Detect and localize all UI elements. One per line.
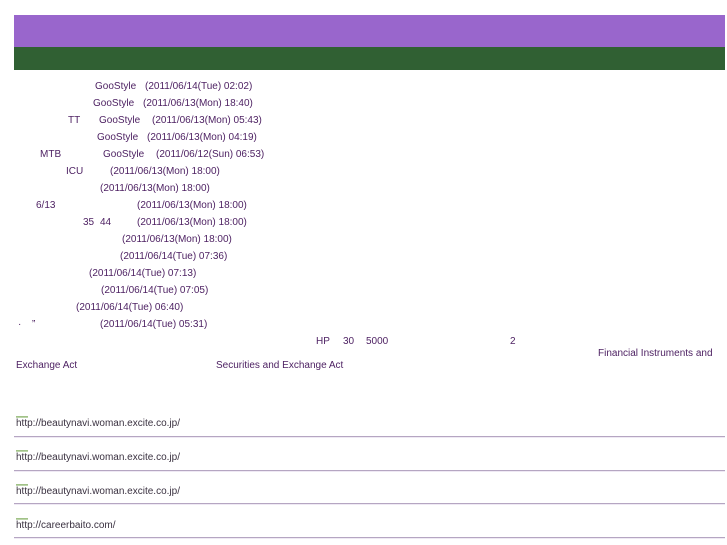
thread-list-row[interactable]: ICU (2011/06/13(Mon) 18:00) <box>0 163 727 180</box>
thread-prefix: ICU <box>66 166 84 177</box>
thread-list-row[interactable]: GooStyle (2011/06/13(Mon) 18:40) <box>0 95 727 112</box>
thread-date: (2011/06/14(Tue) 07:36) <box>120 251 228 262</box>
notice-fragment-number: 5000 <box>366 336 389 347</box>
thread-list-row[interactable]: (2011/06/14(Tue) 06:40) <box>0 299 727 316</box>
thread-date: (2011/06/13(Mon) 18:00) <box>137 217 247 228</box>
thread-source-label: GooStyle <box>95 81 137 92</box>
header-banner-green <box>14 47 725 70</box>
entry-url: http://beautynavi.woman.excite.co.jp/ <box>16 452 180 463</box>
entry-title-link[interactable]: — <box>16 409 28 423</box>
divider-rule <box>14 503 725 505</box>
thread-date: (2011/06/12(Sun) 06:53) <box>156 149 265 160</box>
thread-list-row[interactable]: 35 44 (2011/06/13(Mon) 18:00) <box>0 214 727 231</box>
thread-list-row[interactable]: (2011/06/14(Tue) 07:05) <box>0 282 727 299</box>
thread-date: (2011/06/14(Tue) 06:40) <box>76 302 184 313</box>
thread-date: (2011/06/13(Mon) 05:43) <box>152 115 262 126</box>
notice-fragment-hp: HP <box>316 336 330 347</box>
thread-date: (2011/06/13(Mon) 18:00) <box>100 183 210 194</box>
divider-rule <box>14 436 725 438</box>
thread-list-row[interactable]: (2011/06/13(Mon) 18:00) <box>0 231 727 248</box>
thread-source-label: GooStyle <box>93 98 135 109</box>
entry-url: http://careerbaito.com/ <box>16 520 116 531</box>
thread-list-row[interactable]: (2011/06/13(Mon) 18:00) <box>0 180 727 197</box>
thread-prefix: TT <box>68 115 81 126</box>
thread-date: (2011/06/14(Tue) 02:02) <box>145 81 253 92</box>
thread-source-label: GooStyle <box>97 132 139 143</box>
notice-fragment-number: 2 <box>510 336 516 347</box>
thread-prefix: 6/13 <box>36 200 56 211</box>
notice-fragment-exchange-act: Exchange Act <box>16 360 78 371</box>
thread-list-row[interactable]: MTB GooStyle (2011/06/12(Sun) 06:53) <box>0 146 727 163</box>
thread-prefix: 35 <box>83 217 95 228</box>
thread-date: (2011/06/13(Mon) 18:40) <box>143 98 253 109</box>
thread-list-row[interactable]: (2011/06/14(Tue) 07:13) <box>0 265 727 282</box>
entry-url: http://beautynavi.woman.excite.co.jp/ <box>16 418 180 429</box>
thread-prefix: · <box>18 319 22 330</box>
thread-date: (2011/06/14(Tue) 05:31) <box>100 319 208 330</box>
thread-prefix: MTB <box>40 149 62 160</box>
header-banner-purple <box>14 15 725 47</box>
entry-title-link[interactable]: — <box>16 477 28 491</box>
entry-title-link[interactable]: — <box>16 511 28 525</box>
entry-url: http://beautynavi.woman.excite.co.jp/ <box>16 486 180 497</box>
divider-rule <box>14 470 725 472</box>
thread-prefix: ” <box>32 319 36 330</box>
notice-fragment-securities-act: Securities and Exchange Act <box>216 360 344 371</box>
thread-list-row[interactable]: GooStyle (2011/06/14(Tue) 02:02) <box>0 78 727 95</box>
thread-date: (2011/06/14(Tue) 07:13) <box>89 268 197 279</box>
thread-list-row[interactable]: (2011/06/14(Tue) 07:36) <box>0 248 727 265</box>
thread-date: (2011/06/13(Mon) 18:00) <box>122 234 232 245</box>
thread-list-row[interactable]: GooStyle (2011/06/13(Mon) 04:19) <box>0 129 727 146</box>
thread-date: (2011/06/13(Mon) 18:00) <box>110 166 220 177</box>
thread-list-row[interactable]: · ” (2011/06/14(Tue) 05:31) <box>0 316 727 333</box>
thread-source-label: GooStyle <box>99 115 141 126</box>
notice-fragment-financial: Financial Instruments and <box>598 348 713 359</box>
thread-date: (2011/06/13(Mon) 04:19) <box>147 132 257 143</box>
thread-date: (2011/06/13(Mon) 18:00) <box>137 200 247 211</box>
thread-prefix: 44 <box>100 217 112 228</box>
entry-title-link[interactable]: — <box>16 443 28 457</box>
thread-list-row[interactable]: 6/13 (2011/06/13(Mon) 18:00) <box>0 197 727 214</box>
thread-date: (2011/06/14(Tue) 07:05) <box>101 285 209 296</box>
divider-rule <box>14 537 725 539</box>
notice-fragment-number: 30 <box>343 336 355 347</box>
thread-list-row[interactable]: TT GooStyle (2011/06/13(Mon) 05:43) <box>0 112 727 129</box>
thread-source-label: GooStyle <box>103 149 145 160</box>
